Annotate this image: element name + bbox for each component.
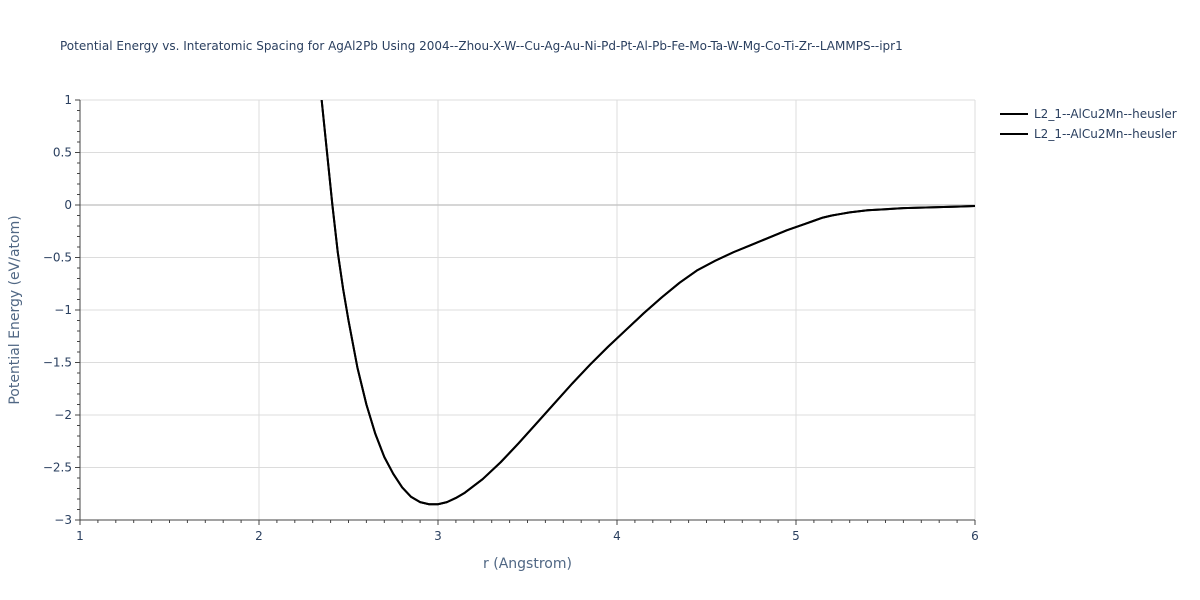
legend-item-1[interactable]: L2_1--AlCu2Mn--heusler: [1000, 127, 1177, 141]
axis-layer: 1 2 3 4 5 6 −3 −2.5 −2 −1.5 −1 −0.5 0 0.5 1: [43, 93, 979, 543]
y-tick-label: −0.5: [43, 251, 72, 265]
y-tick-label: −2.5: [43, 461, 72, 475]
y-axis-title: Potential Energy (eV/atom): [7, 215, 23, 404]
x-axis-title: r (Angstrom): [483, 556, 572, 572]
legend[interactable]: L2_1--AlCu2Mn--heusler L2_1--AlCu2Mn--heu…: [1000, 107, 1177, 141]
y-tick-label: −3: [54, 513, 72, 527]
series-line-0: [320, 100, 975, 506]
series-line-1: [320, 100, 975, 506]
y-tick-label: 1: [64, 93, 72, 107]
y-tick-label: 0.5: [53, 146, 72, 160]
y-tick-label: 0: [64, 198, 72, 212]
legend-label: L2_1--AlCu2Mn--heusler: [1034, 107, 1177, 121]
legend-label: L2_1--AlCu2Mn--heusler: [1034, 127, 1177, 141]
x-tick-label: 3: [434, 529, 442, 543]
legend-item-0[interactable]: L2_1--AlCu2Mn--heusler: [1000, 107, 1177, 121]
chart-title: Potential Energy vs. Interatomic Spacing…: [60, 39, 903, 53]
x-tick-label: 2: [255, 529, 263, 543]
x-tick-label: 4: [613, 529, 621, 543]
series-layer: [320, 100, 975, 506]
y-tick-label: −1.5: [43, 356, 72, 370]
y-tick-label: −1: [54, 303, 72, 317]
x-tick-label: 5: [792, 529, 800, 543]
grid-layer: [80, 99, 976, 520]
y-tick-label: −2: [54, 408, 72, 422]
x-tick-label: 1: [76, 529, 84, 543]
x-tick-label: 6: [971, 529, 979, 543]
